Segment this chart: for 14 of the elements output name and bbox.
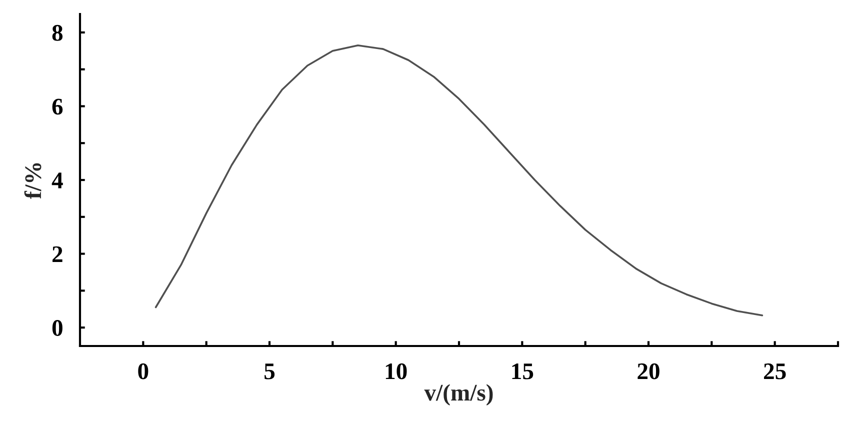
y-tick-label: 0 bbox=[52, 320, 62, 336]
x-tick-label: 10 bbox=[386, 363, 407, 380]
line-series bbox=[154, 44, 764, 316]
x-tick-label: 5 bbox=[264, 364, 275, 380]
x-tick-label: 15 bbox=[512, 363, 534, 380]
y-tick-label: 8 bbox=[52, 24, 63, 41]
x-tick-label: 25 bbox=[764, 363, 786, 380]
x-tick-label: 0 bbox=[138, 363, 148, 380]
x-axis-title: v/(m/s) bbox=[424, 384, 493, 406]
y-tick-label: 2 bbox=[52, 246, 62, 262]
y-axis-title: f/% bbox=[24, 163, 42, 199]
y-tick-label: 4 bbox=[52, 172, 63, 188]
x-tick-label: 20 bbox=[638, 363, 660, 380]
y-tick-label: 6 bbox=[52, 98, 63, 115]
